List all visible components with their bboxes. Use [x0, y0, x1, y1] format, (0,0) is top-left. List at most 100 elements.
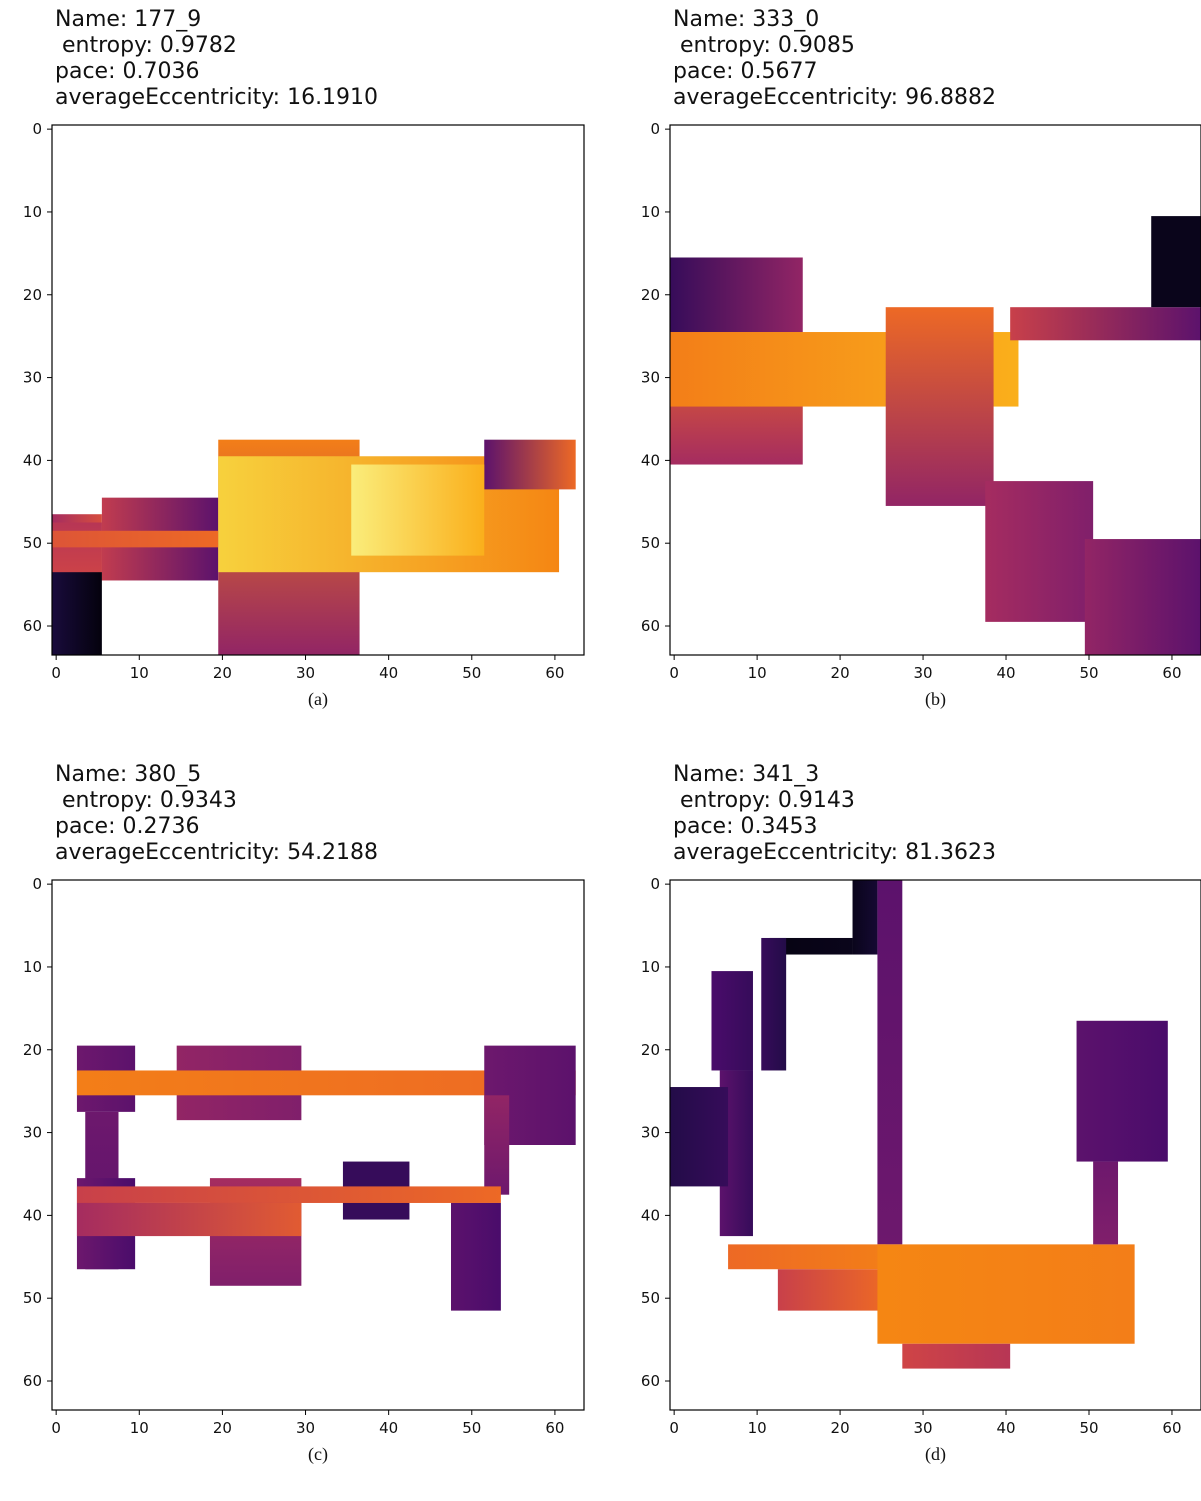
x-tick-label: 30 — [296, 1419, 315, 1437]
x-tick-label: 60 — [1162, 664, 1181, 682]
y-tick-label: 30 — [641, 369, 660, 387]
y-tick-label: 10 — [23, 203, 42, 221]
panel-title-line: pace: 0.3453 — [673, 814, 817, 839]
y-tick-label: 20 — [23, 1041, 42, 1059]
panel-title-line: pace: 0.2736 — [55, 814, 199, 839]
y-tick-label: 0 — [650, 875, 660, 893]
x-tick-label: 40 — [996, 664, 1015, 682]
y-tick-label: 10 — [23, 958, 42, 976]
y-tick-label: 10 — [641, 203, 660, 221]
heatmap-panel-b: 0 10 20 30 40 50 60 0 10 20 30 40 50 60 Name: 333_0 en… — [641, 7, 1201, 710]
panel-title-line: Name: 380_5 — [55, 762, 201, 787]
panel-title-line: averageEccentricity: 54.2188 — [55, 840, 378, 865]
x-tick-label: 60 — [1162, 1419, 1181, 1437]
y-tick-label: 40 — [641, 1206, 660, 1224]
panel-title-line: Name: 177_9 — [55, 7, 201, 32]
panel-title-line: entropy: 0.9782 — [55, 33, 237, 58]
heatmap-region — [484, 439, 576, 490]
y-tick-label: 40 — [641, 451, 660, 469]
x-tick-label: 40 — [379, 664, 398, 682]
heatmap-region — [52, 530, 219, 548]
heatmap-region — [1076, 1020, 1168, 1162]
x-tick-label: 50 — [462, 664, 481, 682]
x-tick-label: 10 — [130, 664, 149, 682]
heatmap-region — [769, 937, 853, 955]
panel-title-line: entropy: 0.9343 — [55, 788, 237, 813]
heatmap-region — [885, 307, 994, 506]
panel-title-line: pace: 0.5677 — [673, 59, 817, 84]
x-tick-label: 0 — [51, 664, 61, 682]
x-tick-label: 10 — [748, 664, 767, 682]
heatmap-region — [76, 1202, 302, 1237]
x-tick-label: 0 — [669, 1419, 679, 1437]
heatmap-panel-c: 0 10 20 30 40 50 60 0 10 20 30 40 50 60 Name: 380_5 en… — [23, 762, 585, 1465]
x-tick-label: 40 — [379, 1419, 398, 1437]
heatmap-region — [877, 1244, 1135, 1344]
heatmap-region — [711, 971, 753, 1071]
x-tick-label: 10 — [130, 1419, 149, 1437]
heatmap-region — [1010, 307, 1201, 341]
y-tick-label: 60 — [23, 617, 42, 635]
panel-title-line: averageEccentricity: 81.3623 — [673, 840, 996, 865]
heatmap-region — [728, 1244, 886, 1270]
heatmap-region — [1084, 539, 1201, 655]
y-tick-label: 0 — [32, 120, 42, 138]
y-tick-label: 40 — [23, 1206, 42, 1224]
y-tick-label: 60 — [23, 1372, 42, 1390]
heatmap-region — [670, 257, 803, 333]
x-tick-label: 20 — [213, 1419, 232, 1437]
x-tick-label: 40 — [996, 1419, 1015, 1437]
x-tick-label: 50 — [1079, 1419, 1098, 1437]
panel-title-line: entropy: 0.9085 — [673, 33, 855, 58]
x-tick-label: 50 — [462, 1419, 481, 1437]
x-tick-label: 10 — [748, 1419, 767, 1437]
x-tick-label: 30 — [296, 664, 315, 682]
y-tick-label: 30 — [23, 369, 42, 387]
axes-frame — [669, 124, 1201, 656]
panel-caption: (d) — [925, 1444, 946, 1465]
panel-title-line: Name: 341_3 — [673, 762, 819, 787]
heatmap-region — [351, 464, 485, 556]
x-tick-label: 50 — [1079, 664, 1098, 682]
panel-caption: (b) — [925, 689, 946, 710]
panel-caption: (a) — [308, 689, 328, 710]
x-tick-label: 60 — [545, 1419, 564, 1437]
x-tick-label: 20 — [213, 664, 232, 682]
y-tick-label: 40 — [23, 451, 42, 469]
axes-frame — [669, 879, 1201, 1411]
y-tick-label: 50 — [641, 534, 660, 552]
x-tick-label: 30 — [914, 1419, 933, 1437]
heatmap-region — [484, 1095, 510, 1195]
heatmap-panel-d: 0 10 20 30 40 50 60 0 10 20 30 40 50 60 Name: 341_3 en… — [641, 762, 1201, 1465]
y-tick-label: 30 — [641, 1124, 660, 1142]
heatmap-region — [761, 937, 787, 1071]
y-tick-label: 50 — [23, 534, 42, 552]
heatmap-region — [902, 1343, 1011, 1369]
heatmap-region — [670, 1087, 729, 1187]
panel-title-line: Name: 333_0 — [673, 7, 819, 32]
heatmap-region — [985, 481, 1094, 622]
heatmap-region — [52, 572, 102, 655]
y-tick-label: 20 — [641, 286, 660, 304]
axes-frame — [51, 124, 585, 656]
panel-caption: (c) — [308, 1444, 328, 1465]
y-tick-label: 50 — [641, 1289, 660, 1307]
heatmap-panel-a: 0 10 20 30 40 50 60 0 10 20 30 40 50 60 Name: 177_9 en… — [23, 7, 585, 710]
heatmap-region — [451, 1202, 501, 1311]
panel-title-line: entropy: 0.9143 — [673, 788, 855, 813]
panel-title-line: averageEccentricity: 16.1910 — [55, 85, 378, 110]
panel-title-line: pace: 0.7036 — [55, 59, 199, 84]
y-tick-label: 60 — [641, 617, 660, 635]
panel-title-line: averageEccentricity: 96.8882 — [673, 85, 996, 110]
y-tick-label: 30 — [23, 1124, 42, 1142]
y-tick-label: 0 — [650, 120, 660, 138]
y-tick-label: 60 — [641, 1372, 660, 1390]
heatmap-region — [877, 880, 903, 1245]
y-tick-label: 20 — [23, 286, 42, 304]
heatmap-region — [1151, 216, 1201, 308]
heatmap-region — [1093, 1161, 1119, 1245]
y-tick-label: 10 — [641, 958, 660, 976]
heatmap-region — [76, 1186, 501, 1203]
y-tick-label: 20 — [641, 1041, 660, 1059]
